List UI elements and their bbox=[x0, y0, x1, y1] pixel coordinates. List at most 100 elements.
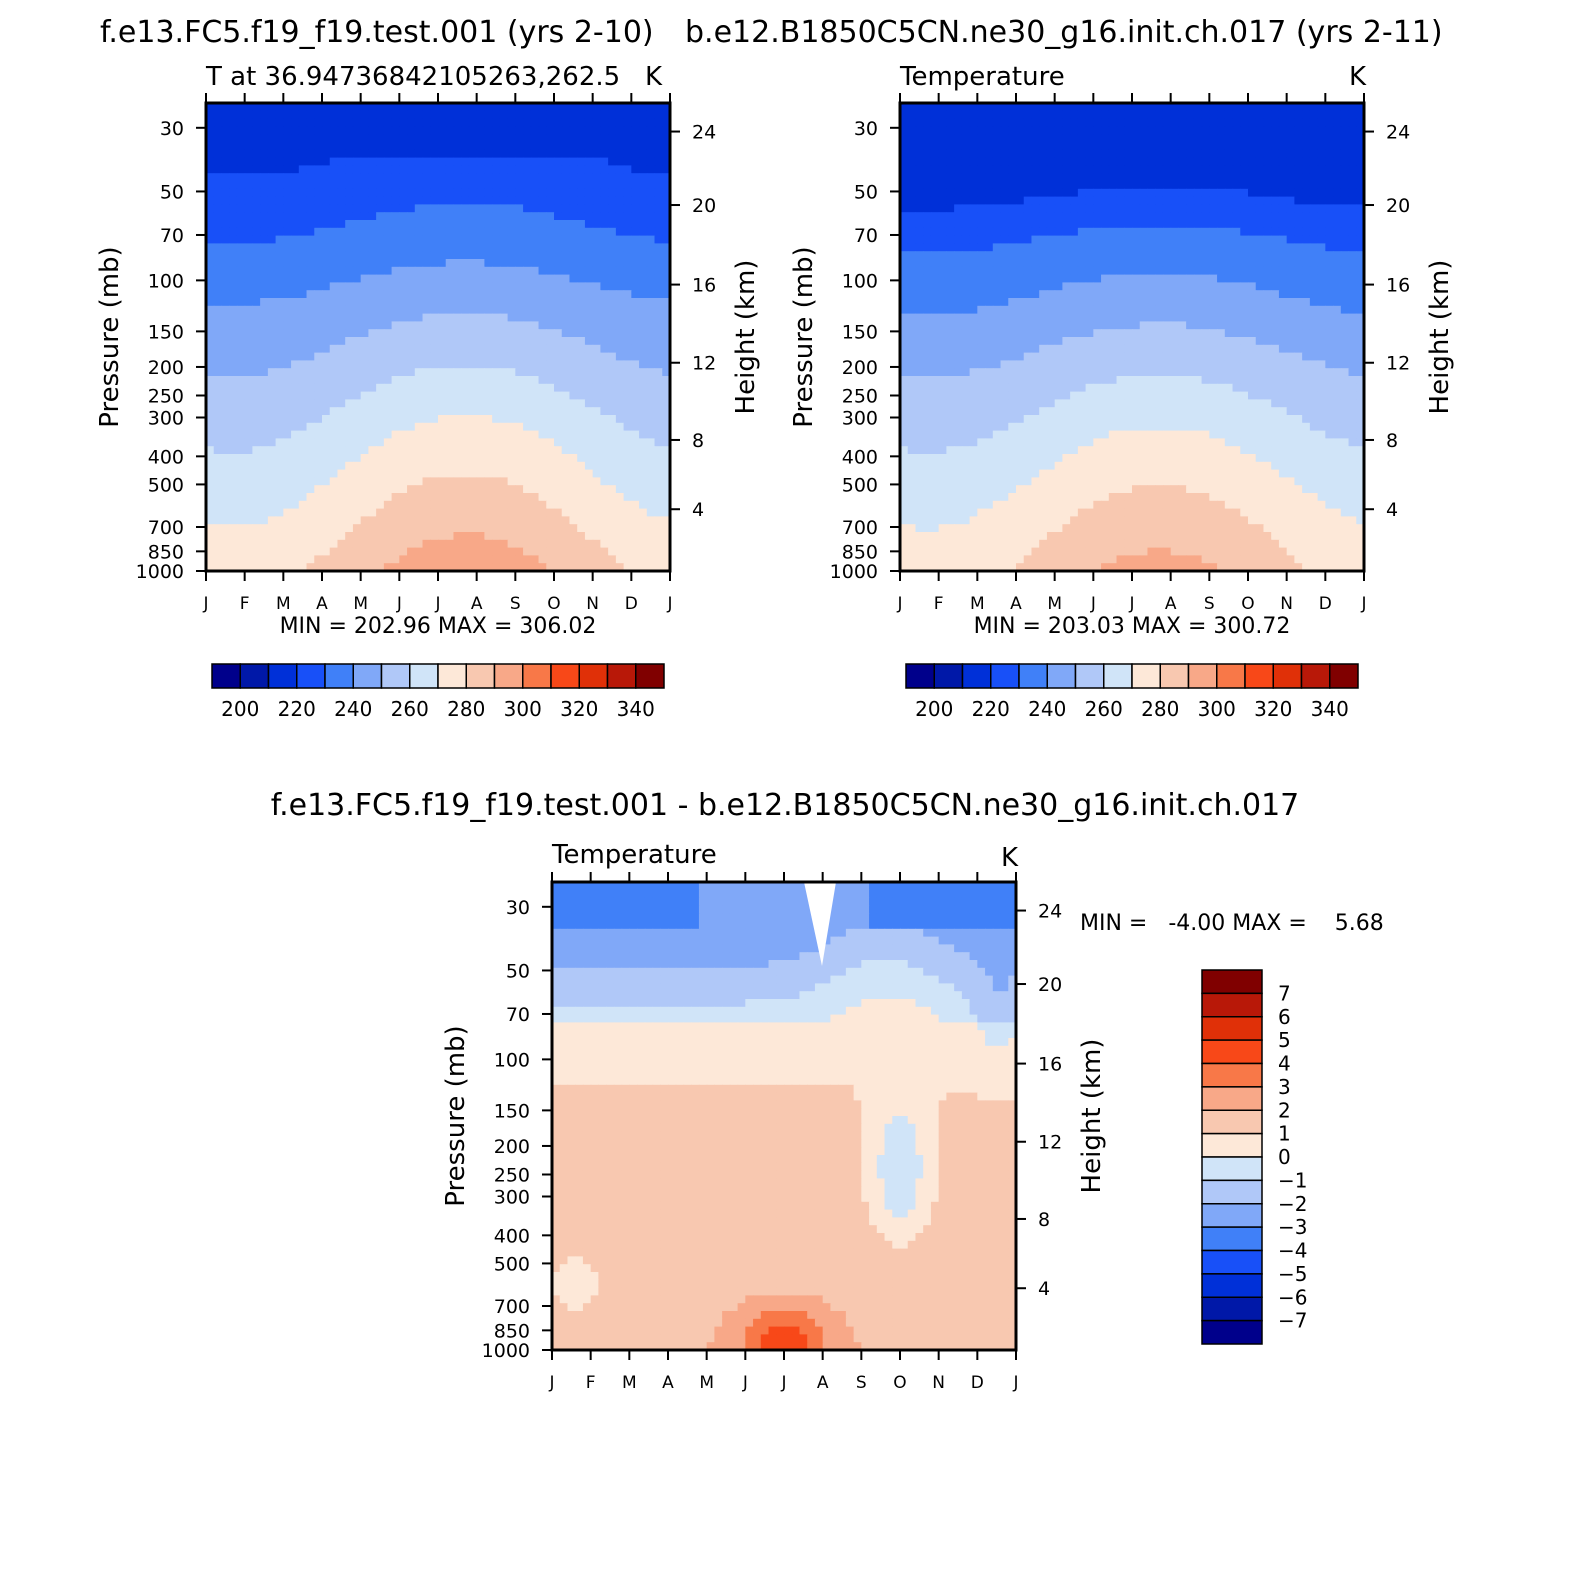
contour-cell bbox=[476, 118, 485, 127]
contour-cell bbox=[206, 227, 215, 237]
contour-cell bbox=[639, 220, 648, 229]
contour-cell bbox=[229, 352, 238, 361]
contour-cell bbox=[569, 376, 578, 385]
contour-cell bbox=[376, 173, 385, 182]
contour-cell bbox=[213, 126, 223, 135]
contour-cell bbox=[938, 212, 947, 221]
contour-cell bbox=[236, 516, 246, 525]
contour-cell bbox=[639, 251, 648, 260]
contour-cell bbox=[654, 212, 663, 221]
contour-cell bbox=[1224, 118, 1234, 127]
contour-cell bbox=[654, 259, 663, 268]
contour-cell bbox=[283, 368, 292, 377]
contour-cell bbox=[221, 524, 230, 533]
contour-cell bbox=[1278, 103, 1288, 112]
contour-cell bbox=[352, 173, 362, 182]
contour-cell bbox=[352, 438, 362, 447]
contour-cell bbox=[1162, 142, 1172, 151]
contour-cell bbox=[646, 181, 656, 190]
contour-cell bbox=[383, 461, 393, 471]
contour-cell bbox=[430, 532, 439, 541]
contour-cell bbox=[291, 446, 300, 455]
contour-cell bbox=[360, 376, 369, 385]
contour-cell bbox=[260, 305, 269, 315]
contour-cell bbox=[623, 391, 632, 400]
contour-cell bbox=[546, 126, 555, 135]
contour-cell bbox=[337, 563, 346, 572]
contour-cell bbox=[600, 259, 609, 268]
contour-cell bbox=[577, 430, 586, 439]
contour-cell bbox=[631, 407, 640, 416]
contour-cell bbox=[1139, 149, 1149, 159]
contour-cell bbox=[1278, 157, 1288, 166]
contour-cell bbox=[360, 485, 369, 494]
contour-cell bbox=[407, 454, 416, 463]
contour-cell bbox=[468, 181, 478, 190]
contour-cell bbox=[1248, 157, 1257, 166]
contour-cell bbox=[445, 259, 455, 268]
contour-cell bbox=[476, 157, 485, 166]
contour-cell bbox=[577, 500, 586, 510]
contour-cell bbox=[1232, 235, 1241, 244]
contour-cell bbox=[969, 212, 978, 221]
contour-cell bbox=[368, 500, 377, 510]
contour-cell bbox=[1070, 204, 1079, 213]
contour-cell bbox=[383, 305, 393, 315]
contour-cell bbox=[1309, 235, 1319, 244]
contour-cell bbox=[608, 313, 617, 322]
contour-cell bbox=[275, 305, 284, 315]
contour-cell bbox=[445, 461, 455, 471]
contour-cell bbox=[414, 376, 424, 385]
contour-cell bbox=[1309, 126, 1319, 135]
contour-cell bbox=[946, 220, 955, 229]
contour-cell bbox=[368, 438, 377, 447]
contour-cell bbox=[283, 157, 292, 166]
contour-cell bbox=[600, 118, 609, 127]
contour-cell bbox=[360, 118, 369, 127]
contour-cell bbox=[229, 134, 238, 143]
contour-cell bbox=[260, 524, 269, 533]
contour-cell bbox=[1209, 227, 1218, 237]
contour-cell bbox=[900, 181, 909, 190]
contour-cell bbox=[584, 298, 594, 307]
contour-cell bbox=[523, 282, 532, 291]
contour-cell bbox=[407, 321, 416, 330]
contour-cell bbox=[391, 352, 400, 361]
contour-cell bbox=[322, 368, 331, 377]
contour-cell bbox=[1356, 157, 1365, 166]
contour-cell bbox=[577, 344, 586, 354]
contour-cell bbox=[1209, 142, 1218, 151]
contour-cell bbox=[538, 298, 547, 307]
contour-cell bbox=[445, 173, 455, 182]
contour-cell bbox=[1348, 103, 1357, 112]
contour-cell bbox=[1000, 243, 1009, 252]
contour-cell bbox=[1023, 227, 1033, 237]
contour-cell bbox=[484, 461, 493, 471]
contour-cell bbox=[213, 563, 223, 572]
contour-cell bbox=[938, 149, 947, 159]
contour-cell bbox=[923, 196, 932, 205]
contour-cell bbox=[291, 274, 300, 283]
contour-cell bbox=[1224, 227, 1234, 237]
contour-cell bbox=[1101, 204, 1110, 213]
contour-cell bbox=[992, 103, 1002, 112]
contour-cell bbox=[476, 524, 485, 533]
contour-cell bbox=[1155, 134, 1164, 143]
contour-cell bbox=[1147, 103, 1156, 112]
contour-cell bbox=[306, 126, 315, 135]
contour-cell bbox=[221, 251, 230, 260]
contour-cell bbox=[206, 103, 215, 112]
contour-cell bbox=[453, 344, 462, 354]
contour-cell bbox=[484, 446, 493, 455]
contour-cell bbox=[283, 188, 292, 198]
contour-cell bbox=[515, 360, 524, 369]
contour-cell bbox=[530, 430, 540, 439]
contour-cell bbox=[383, 134, 393, 143]
contour-cell bbox=[1054, 204, 1063, 213]
contour-cell bbox=[407, 391, 416, 400]
contour-cell bbox=[1124, 188, 1133, 198]
contour-cell bbox=[1340, 157, 1350, 166]
contour-cell bbox=[631, 461, 640, 471]
contour-cell bbox=[631, 524, 640, 533]
contour-cell bbox=[507, 220, 516, 229]
